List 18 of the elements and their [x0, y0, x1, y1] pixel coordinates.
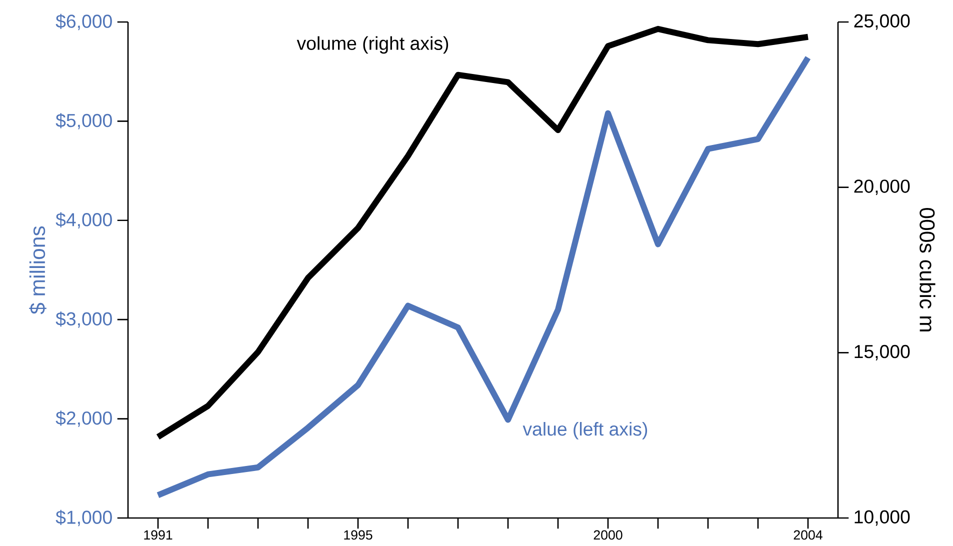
x-tick-label: 1995 — [344, 530, 372, 540]
annotation: value (left axis) — [522, 422, 648, 440]
x-tick-label: 2004 — [794, 530, 822, 540]
y-tick-label: $4,000 — [56, 212, 112, 228]
y2-axis-title: 000s cubic m — [920, 208, 936, 332]
annotation: volume (right axis) — [296, 36, 448, 54]
x-tick-label: 1991 — [144, 530, 172, 540]
y-tick-label: $5,000 — [56, 113, 112, 130]
y2-tick-label: 15,000 — [854, 344, 910, 360]
y-tick-label: $2,000 — [56, 410, 112, 427]
y2-tick-label: 20,000 — [854, 180, 910, 196]
y-tick-label: $6,000 — [56, 14, 112, 30]
y-axis-title: $ millions — [29, 226, 46, 314]
x-tick-label: 2000 — [594, 530, 622, 540]
y2-tick-label: 25,000 — [854, 14, 910, 30]
y2-tick-label: 10,000 — [854, 510, 910, 526]
y-tick-label: $1,000 — [56, 510, 112, 526]
y-tick-label: $3,000 — [56, 311, 112, 328]
